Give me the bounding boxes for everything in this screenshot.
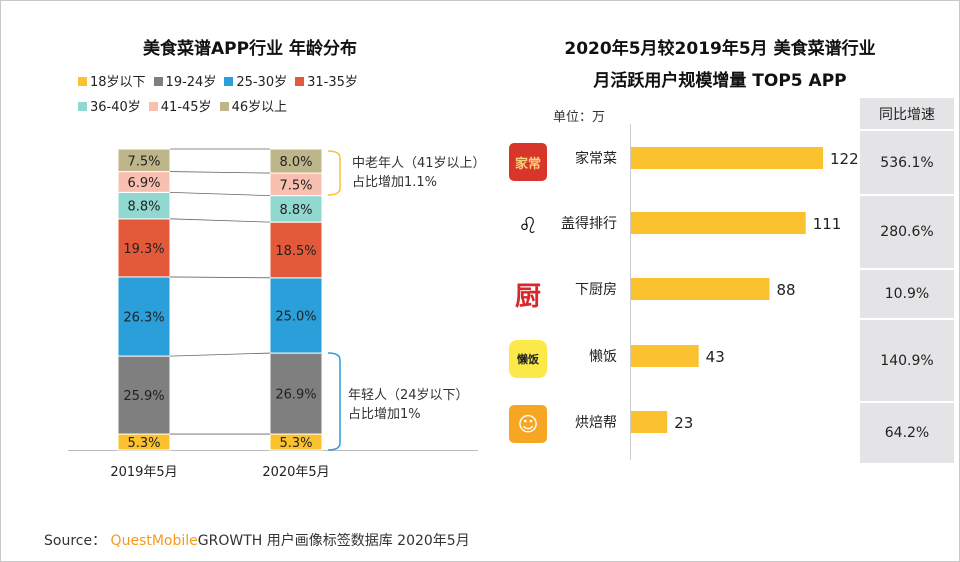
segment-label: 18.5% — [275, 244, 316, 259]
older-note: 中老年人（41岁以上） 占比增加1.1% — [352, 154, 486, 192]
app-logo-lanfan: 懒饭 — [509, 340, 547, 378]
app-name-label: 盖得排行 — [561, 215, 617, 232]
hbar-value-label: 111 — [813, 215, 842, 233]
segment-label: 26.9% — [275, 388, 316, 403]
legend-label: 31-35岁 — [307, 75, 358, 90]
table-header: 同比增速 — [860, 98, 954, 131]
stacked-segment — [117, 355, 171, 435]
stacked-segment — [117, 218, 171, 278]
older-note-line2: 占比增加1.1% — [352, 175, 438, 190]
legend-label: 18岁以下 — [90, 75, 146, 90]
segment-label: 7.5% — [127, 154, 160, 169]
source-brand: QuestMobile — [110, 533, 198, 549]
hbar-value-label: 23 — [674, 414, 693, 432]
connector-line — [169, 276, 271, 279]
app-name-label: 下厨房 — [575, 282, 617, 298]
legend-label: 36-40岁 — [90, 100, 141, 115]
right-chart-title-line2: 月活跃用户规模增量 TOP5 APP — [593, 71, 847, 91]
table-cell-growth: 10.9% — [860, 270, 954, 320]
x-tick-label: 2019年5月 — [110, 465, 177, 480]
stacked-segment — [269, 195, 323, 223]
hbar-value-label: 88 — [777, 281, 796, 299]
legend-label: 19-24岁 — [165, 75, 217, 90]
legend-swatch — [219, 102, 229, 111]
segment-label: 26.3% — [123, 311, 164, 326]
stacked-segment — [117, 148, 171, 173]
left-chart-title: 美食菜谱APP行业 年龄分布 — [143, 39, 357, 59]
hbar-value-label: 43 — [706, 348, 725, 366]
segment-label: 25.9% — [123, 389, 164, 404]
younger-note: 年轻人（24岁以下） 占比增加1% — [348, 386, 469, 424]
younger-note-line2: 占比增加1% — [348, 407, 421, 422]
segment-label: 6.9% — [127, 176, 160, 191]
stacked-segment — [269, 352, 323, 435]
hbar — [631, 212, 806, 234]
app-logo-hongbeibang: ☺ — [509, 405, 547, 443]
app-name-label: 家常菜 — [575, 150, 617, 167]
connector-line — [169, 352, 271, 357]
connector-line — [169, 171, 271, 174]
app-logo-jiachangcai: 家常 — [509, 143, 547, 181]
older-bracket — [327, 150, 341, 196]
legend-swatch — [153, 77, 163, 86]
legend-swatch — [148, 102, 158, 111]
hbar — [631, 278, 770, 300]
app-logo-xiachufang: 厨 — [514, 281, 541, 312]
table-cell-growth: 536.1% — [860, 131, 954, 196]
hbar — [631, 147, 824, 169]
right-chart-title-line1: 2020年5月较2019年5月 美食菜谱行业 — [564, 39, 876, 59]
table-cell-growth: 140.9% — [860, 320, 954, 403]
segment-label: 7.5% — [279, 178, 312, 193]
legend-swatch — [78, 102, 87, 111]
hbar — [631, 345, 699, 367]
connector-line — [169, 218, 271, 223]
segment-label: 8.8% — [127, 200, 160, 215]
unit-label: 单位：万 — [553, 110, 606, 125]
legend-label: 46岁以上 — [231, 100, 288, 115]
segment-label: 5.3% — [279, 436, 312, 451]
legend-item: 25-30岁 — [224, 70, 287, 95]
legend-label: 25-30岁 — [236, 75, 288, 90]
stacked-segment — [269, 221, 323, 279]
table-cell-growth: 64.2% — [860, 403, 954, 465]
stacked-segment — [269, 148, 323, 174]
table-cell-growth: 280.6% — [860, 196, 954, 270]
segment-label: 5.3% — [127, 436, 160, 451]
x-tick-label: 2020年5月 — [262, 465, 329, 480]
stacked-segment — [117, 191, 171, 220]
legend-item: 46岁以上 — [219, 95, 288, 120]
legend-swatch — [78, 77, 87, 86]
hbar — [631, 411, 668, 433]
app-logo-gaide-lion: ♌ — [518, 213, 538, 239]
legend-item: 19-24岁 — [153, 70, 217, 95]
segment-label: 8.0% — [279, 155, 312, 170]
legend-item: 41-45岁 — [148, 95, 212, 120]
segment-label: 8.8% — [279, 203, 312, 218]
app-name-label: 烘焙帮 — [575, 415, 617, 431]
source-line: Source： QuestMobileGROWTH 用户画像标签数据库 2020… — [44, 530, 470, 550]
stacked-segment — [117, 276, 171, 357]
segment-label: 19.3% — [123, 242, 164, 257]
source-text: GROWTH 用户画像标签数据库 2020年5月 — [197, 533, 470, 549]
growth-table: 同比增速 536.1% 280.6% 10.9% 140.9% 64.2% — [860, 98, 954, 465]
legend-item: 36-40岁 — [78, 95, 141, 120]
segment-label: 25.0% — [275, 309, 316, 324]
connector-line — [169, 191, 271, 197]
hbar-value-label: 122 — [830, 150, 859, 168]
stacked-segment — [269, 277, 323, 354]
legend-swatch — [224, 77, 234, 86]
younger-bracket — [327, 352, 341, 451]
older-note-line1: 中老年人（41岁以上） — [352, 156, 486, 171]
legend-item: 18岁以下 — [78, 70, 146, 95]
legend-swatch — [295, 77, 305, 86]
app-name-label: 懒饭 — [589, 349, 617, 365]
legend-item: 31-35岁 — [295, 70, 358, 95]
source-prefix: Source： — [44, 533, 107, 549]
younger-note-line1: 年轻人（24岁以下） — [348, 388, 469, 403]
legend-label: 41-45岁 — [160, 100, 212, 115]
legend: 18岁以下 19-24岁 25-30岁 31-35岁 36-40岁 41-45岁 46岁以上 — [78, 70, 438, 120]
